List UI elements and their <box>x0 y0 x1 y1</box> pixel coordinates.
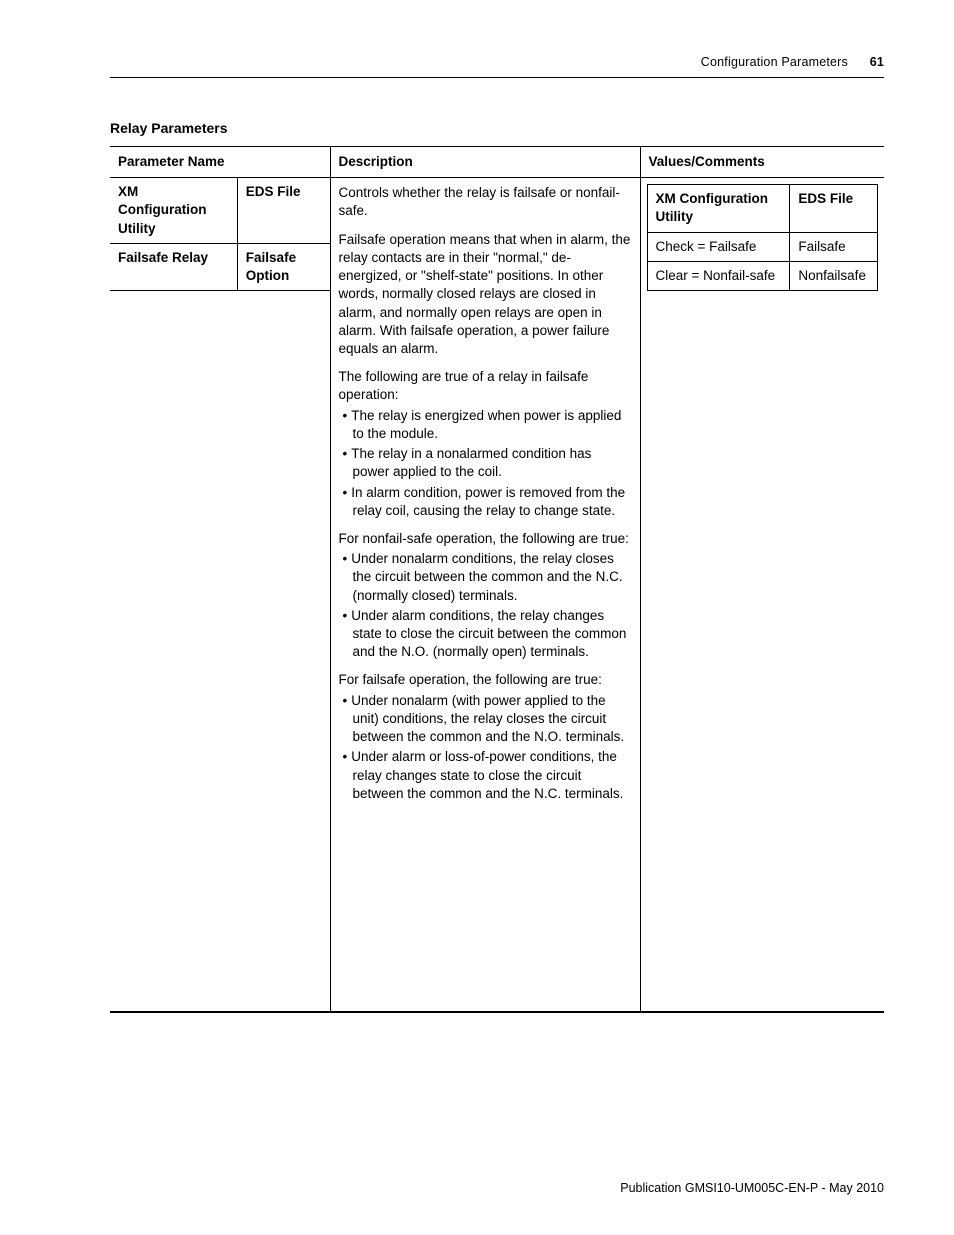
desc-p4-intro: For nonfail-safe operation, the followin… <box>339 530 632 548</box>
running-head: Configuration Parameters 61 <box>110 55 884 69</box>
desc-p5-intro: For failsafe operation, the following ar… <box>339 671 632 689</box>
values-sub-xm: XM Configuration Utility <box>647 185 790 232</box>
description-cell: Controls whether the relay is failsafe o… <box>330 178 640 1012</box>
running-head-text: Configuration Parameters <box>701 55 848 69</box>
desc-p3-list: The relay is energized when power is app… <box>339 407 632 520</box>
param-row-failsafe-relay: Failsafe Relay <box>110 243 237 290</box>
desc-p3-item: The relay is energized when power is app… <box>339 407 632 443</box>
desc-p4-item: Under nonalarm conditions, the relay clo… <box>339 550 632 605</box>
param-spacer <box>110 291 237 1011</box>
header-description: Description <box>330 147 640 178</box>
param-sub-xm: XM Configuration Utility <box>110 178 237 243</box>
param-row-failsafe-option: Failsafe Option <box>237 243 329 290</box>
publication-line: Publication GMSI10-UM005C-EN-P - May 201… <box>620 1181 884 1195</box>
values-r2-left: Clear = Nonfail-safe <box>647 261 790 290</box>
desc-p5-item: Under nonalarm (with power applied to th… <box>339 692 632 747</box>
param-sub-eds: EDS File <box>237 178 329 243</box>
desc-p1: Controls whether the relay is failsafe o… <box>339 184 632 220</box>
values-r2-right: Nonfailsafe <box>790 261 878 290</box>
relay-parameters-table: Parameter Name Description Values/Commen… <box>110 146 884 1013</box>
values-r1-left: Check = Failsafe <box>647 232 790 261</box>
page-number: 61 <box>870 55 884 69</box>
param-spacer-2 <box>237 291 329 1011</box>
table-title: Relay Parameters <box>110 120 884 136</box>
values-r1-right: Failsafe <box>790 232 878 261</box>
desc-p4-item: Under alarm conditions, the relay change… <box>339 607 632 662</box>
parameter-name-cell: XM Configuration Utility EDS File Failsa… <box>110 178 330 1012</box>
desc-p3-intro: The following are true of a relay in fai… <box>339 368 632 404</box>
desc-p3-item: The relay in a nonalarmed condition has … <box>339 445 632 481</box>
desc-p2: Failsafe operation means that when in al… <box>339 231 632 359</box>
values-cell: XM Configuration Utility EDS File Check … <box>640 178 884 1012</box>
header-values: Values/Comments <box>640 147 884 178</box>
desc-p5-item: Under alarm or loss-of-power conditions,… <box>339 748 632 803</box>
parameter-name-subtable: XM Configuration Utility EDS File Failsa… <box>110 178 330 1011</box>
desc-p3-item: In alarm condition, power is removed fro… <box>339 484 632 520</box>
desc-p5-list: Under nonalarm (with power applied to th… <box>339 692 632 803</box>
values-subtable: XM Configuration Utility EDS File Check … <box>647 184 879 291</box>
top-rule <box>110 77 884 78</box>
values-sub-eds: EDS File <box>790 185 878 232</box>
header-parameter-name: Parameter Name <box>110 147 330 178</box>
desc-p4-list: Under nonalarm conditions, the relay clo… <box>339 550 632 661</box>
